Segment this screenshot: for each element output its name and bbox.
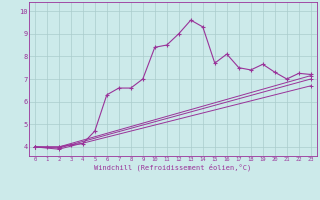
X-axis label: Windchill (Refroidissement éolien,°C): Windchill (Refroidissement éolien,°C) [94, 163, 252, 171]
